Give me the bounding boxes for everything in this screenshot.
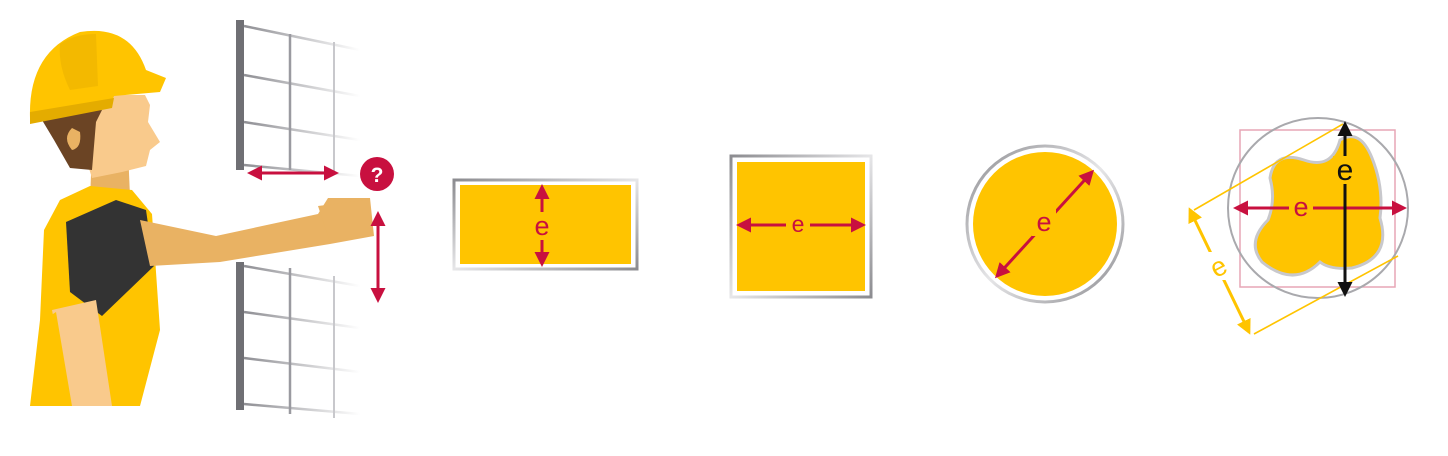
square-dimension-label: e	[792, 211, 805, 237]
wall-grid-upper	[236, 20, 361, 178]
wall-grid-lower	[236, 262, 361, 418]
question-badge: ?	[360, 157, 394, 191]
question-mark-icon: ?	[371, 164, 384, 187]
irregular-horizontal-label: e	[1293, 192, 1308, 222]
worker-scene: ?	[29, 20, 394, 418]
circle-shape: e	[965, 144, 1125, 304]
irregular-shape: e e e	[1188, 117, 1409, 335]
worker-figure	[29, 30, 374, 406]
irregular-vertical-label: e	[1337, 154, 1354, 187]
rectangle-dimension-label: e	[534, 211, 549, 241]
square-shape: e	[729, 154, 873, 299]
rectangle-shape: e	[452, 178, 639, 271]
irregular-blob	[1253, 135, 1385, 277]
circle-dimension-label: e	[1036, 207, 1051, 237]
